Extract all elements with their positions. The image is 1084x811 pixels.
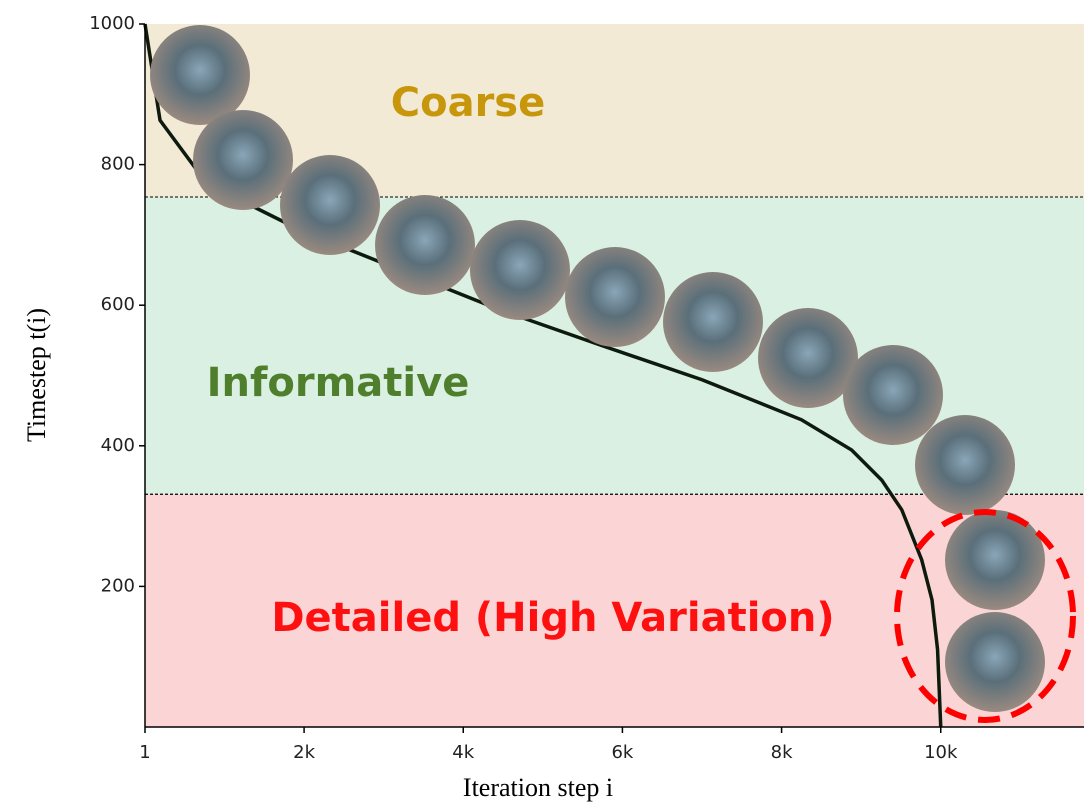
- sample-image: [945, 510, 1045, 610]
- x-tick-label: 8k: [771, 742, 793, 763]
- sample-image: [150, 25, 250, 125]
- x-tick-label: 4k: [452, 742, 474, 763]
- y-tick-label: 1000: [89, 13, 135, 34]
- sample-image: [663, 272, 763, 372]
- x-axis-title: Iteration step i: [463, 773, 613, 802]
- region-label: Coarse: [391, 80, 546, 126]
- sample-image: [565, 247, 665, 347]
- chart: 200 400 600 800 1000 1 2k 4k 6k 8k 10k Iteration s…: [0, 0, 1084, 811]
- y-axis-title: Timestep t(i): [22, 308, 51, 442]
- y-tick-label: 800: [101, 154, 135, 175]
- sample-image: [470, 220, 570, 320]
- x-tick-label: 2k: [293, 742, 315, 763]
- sample-image: [915, 415, 1015, 515]
- y-tick-label: 400: [101, 435, 135, 456]
- y-tick-label: 600: [101, 294, 135, 315]
- sample-image: [193, 110, 293, 210]
- sample-image: [280, 155, 380, 255]
- sample-image: [758, 308, 858, 408]
- sample-image: [375, 195, 475, 295]
- y-tick-label: 200: [101, 575, 135, 596]
- x-tick-label: 6k: [611, 742, 633, 763]
- region-label: Informative: [207, 360, 470, 406]
- x-tick-label: 10k: [924, 742, 958, 763]
- sample-image: [843, 345, 943, 445]
- sample-image: [945, 612, 1045, 712]
- x-tick-label: 1: [139, 742, 150, 763]
- region-label: Detailed (High Variation): [271, 595, 834, 641]
